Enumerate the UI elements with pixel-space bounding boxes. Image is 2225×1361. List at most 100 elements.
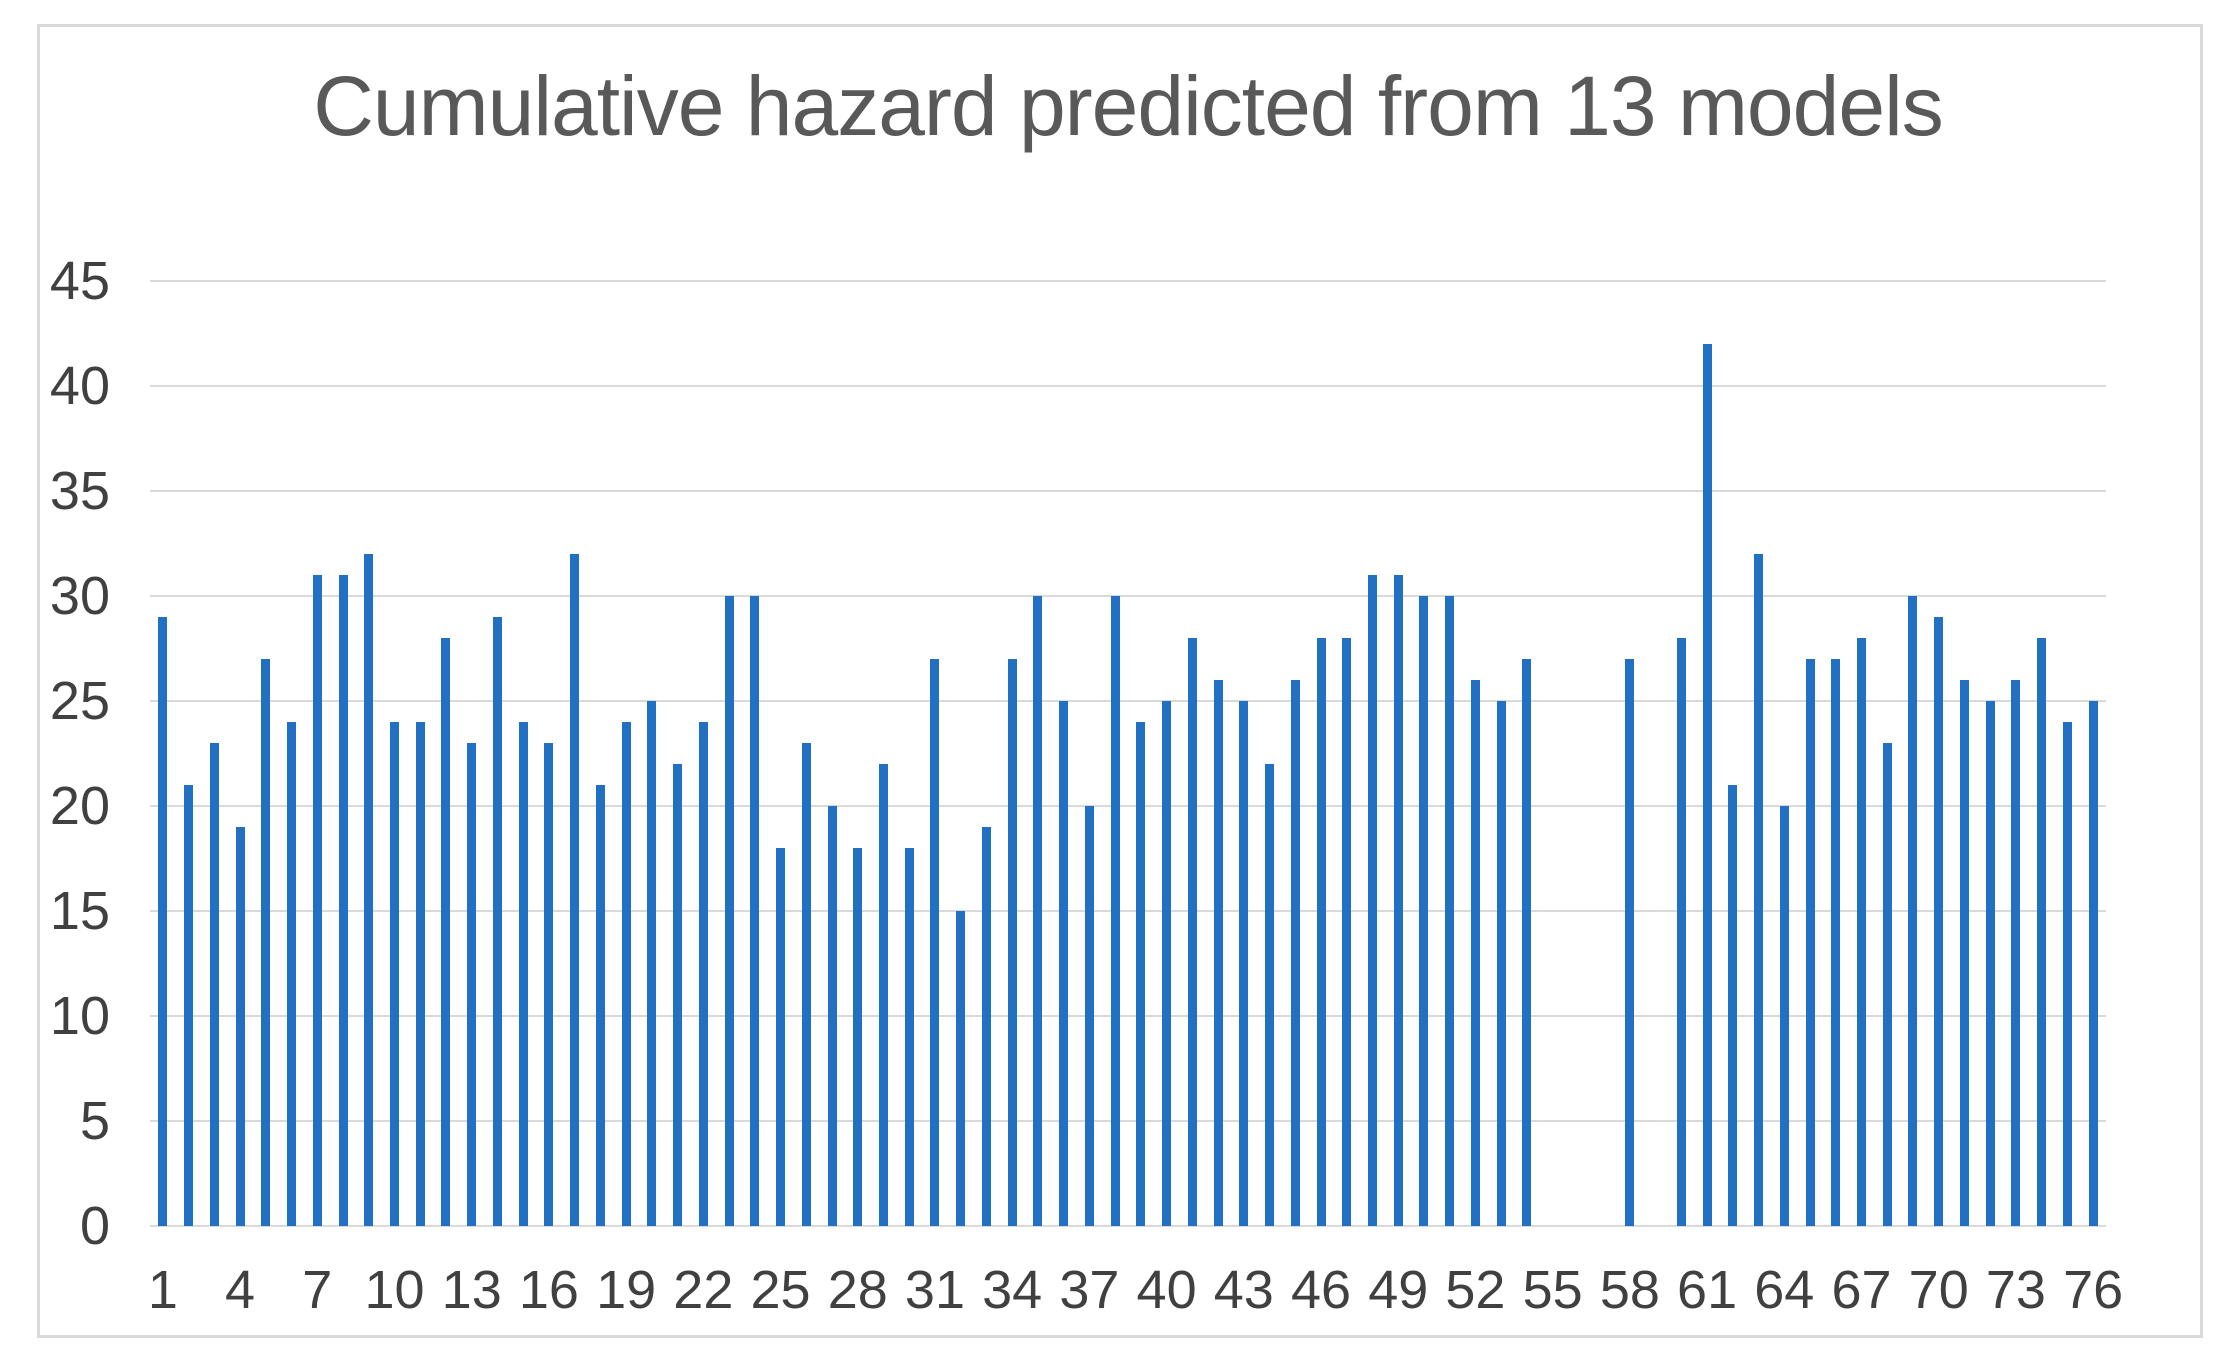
bar-34 — [1007, 659, 1017, 1226]
bar-46 — [1316, 638, 1326, 1226]
bar-22 — [698, 722, 708, 1226]
bar-29 — [879, 764, 888, 1226]
bar-19 — [621, 722, 631, 1226]
x-axis-tick-label: 4 — [225, 1260, 256, 1320]
bar-62 — [1728, 785, 1738, 1226]
bar-76 — [2088, 701, 2098, 1226]
bar-51 — [1445, 596, 1455, 1226]
y-axis-tick-label: 45 — [49, 251, 110, 311]
x-axis-tick-label: 16 — [518, 1260, 579, 1320]
bar-41 — [1187, 638, 1197, 1226]
x-axis-tick-label: 19 — [596, 1260, 657, 1320]
bar-18 — [595, 785, 605, 1226]
x-axis-tick-label: 73 — [1985, 1260, 2046, 1320]
bar-32 — [956, 911, 966, 1226]
bar-5 — [261, 659, 271, 1226]
y-axis-tick-label: 30 — [49, 566, 110, 626]
gridline-y-10 — [150, 1015, 2106, 1017]
y-axis-tick-label: 10 — [49, 986, 110, 1046]
bar-47 — [1342, 638, 1352, 1226]
x-axis-tick-label: 46 — [1290, 1260, 1352, 1320]
bar-23 — [724, 596, 734, 1226]
bar-30 — [904, 848, 914, 1226]
bar-20 — [647, 701, 657, 1226]
bar-58 — [1625, 659, 1635, 1226]
x-axis-tick-label: 22 — [673, 1260, 734, 1320]
bar-68 — [1882, 743, 1892, 1226]
bar-50 — [1419, 596, 1429, 1226]
bar-17 — [570, 554, 580, 1226]
bar-8 — [338, 575, 348, 1226]
bar-2 — [184, 785, 194, 1226]
x-axis-tick-label: 70 — [1908, 1260, 1969, 1320]
gridline-y-20 — [150, 805, 2106, 807]
bar-11 — [415, 722, 425, 1226]
bar-40 — [1162, 701, 1172, 1226]
bar-43 — [1239, 701, 1249, 1226]
y-axis-tick-label: 5 — [79, 1091, 110, 1151]
bar-1 — [158, 617, 168, 1226]
y-axis-tick-label: 35 — [49, 461, 110, 521]
bar-24 — [750, 596, 760, 1226]
bar-48 — [1368, 575, 1377, 1226]
bar-13 — [467, 743, 477, 1226]
x-axis-tick-label: 25 — [750, 1260, 811, 1320]
x-axis-tick-label: 55 — [1522, 1260, 1583, 1320]
bar-74 — [2037, 638, 2047, 1226]
x-axis-tick-label: 67 — [1831, 1260, 1892, 1320]
gridline-y-45 — [150, 280, 2106, 282]
y-axis-tick-label: 40 — [49, 356, 110, 416]
bar-21 — [673, 764, 683, 1226]
bar-39 — [1136, 722, 1146, 1226]
bar-71 — [1959, 680, 1969, 1226]
bar-12 — [441, 638, 451, 1226]
bar-67 — [1857, 638, 1866, 1226]
bar-4 — [235, 827, 245, 1226]
gridline-y-25 — [150, 700, 2106, 702]
bar-10 — [390, 722, 399, 1226]
gridline-y-30 — [150, 595, 2106, 597]
x-axis-tick-label: 58 — [1599, 1260, 1660, 1320]
bar-72 — [1985, 701, 1995, 1226]
x-axis-tick-label: 37 — [1059, 1260, 1120, 1320]
bar-26 — [801, 743, 811, 1226]
x-axis-tick-label: 61 — [1677, 1260, 1738, 1320]
gridline-y-40 — [150, 385, 2106, 387]
bar-73 — [2011, 680, 2021, 1226]
bar-75 — [2062, 722, 2072, 1226]
bar-3 — [209, 743, 219, 1226]
bar-52 — [1470, 680, 1480, 1226]
bar-42 — [1213, 680, 1223, 1226]
chart-title: Cumulative hazard predicted from 13 mode… — [313, 59, 1943, 153]
bar-45 — [1290, 680, 1300, 1226]
bar-31 — [930, 659, 940, 1226]
gridline-y-5 — [150, 1120, 2106, 1122]
bar-66 — [1831, 659, 1841, 1226]
bar-38 — [1110, 596, 1120, 1226]
bar-7 — [312, 575, 322, 1226]
bar-70 — [1934, 617, 1944, 1226]
x-axis-tick-label: 7 — [302, 1260, 333, 1320]
bar-37 — [1084, 806, 1094, 1226]
bar-69 — [1908, 596, 1918, 1226]
bar-53 — [1496, 701, 1506, 1226]
x-axis-tick-label: 13 — [441, 1260, 502, 1320]
bar-60 — [1676, 638, 1686, 1226]
gridline-y-0 — [150, 1225, 2106, 1227]
x-axis-tick-label: 64 — [1754, 1260, 1815, 1320]
x-axis-tick-label: 40 — [1136, 1260, 1197, 1320]
y-axis-tick-label: 0 — [79, 1196, 110, 1256]
x-axis-tick-label: 49 — [1368, 1260, 1429, 1320]
y-axis-tick-label: 20 — [49, 776, 110, 836]
x-axis-tick-label: 34 — [982, 1260, 1043, 1320]
x-axis-tick-label: 1 — [147, 1260, 178, 1320]
bar-44 — [1265, 764, 1275, 1226]
chart-frame — [37, 24, 2203, 1338]
x-axis-tick-label: 28 — [827, 1260, 888, 1320]
bar-16 — [544, 743, 554, 1226]
gridline-y-35 — [150, 490, 2106, 492]
bar-49 — [1393, 575, 1403, 1226]
bar-64 — [1779, 806, 1789, 1226]
bar-65 — [1805, 659, 1815, 1226]
